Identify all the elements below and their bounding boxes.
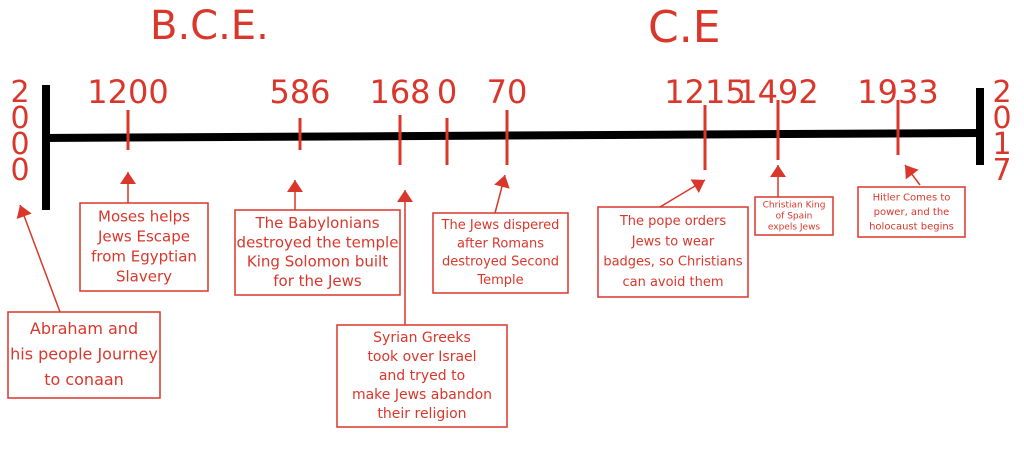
- note-line: power, and the: [874, 207, 950, 218]
- note-line: destroyed Second: [442, 255, 559, 270]
- note-line: took over Israel: [367, 349, 476, 365]
- year-label: 586: [269, 73, 330, 111]
- note-box: [857, 186, 966, 238]
- arrow-head: [16, 205, 32, 220]
- note-line: from Egyptian: [91, 248, 197, 266]
- note-line: The Jews dispered: [441, 218, 560, 233]
- note-line: Slavery: [116, 268, 172, 286]
- note-line: their religion: [377, 406, 466, 422]
- year-label: 1215: [664, 73, 745, 111]
- bce-heading: B.C.E.: [150, 3, 269, 49]
- start-year: 2000: [10, 75, 30, 188]
- note-line: Moses helps: [98, 208, 190, 226]
- note-box: [79, 202, 209, 292]
- note-line: Hitler Comes to: [873, 192, 951, 203]
- note-box: [432, 212, 569, 294]
- note-line: of Spain: [776, 212, 813, 222]
- note-line: for the Jews: [273, 272, 362, 290]
- note-box: [336, 324, 508, 428]
- arrow-head: [287, 180, 303, 192]
- ce-heading: C.E: [648, 2, 721, 53]
- arrow-head: [494, 175, 510, 189]
- year-label: 1492: [737, 73, 818, 111]
- note-line: and tryed to: [379, 368, 465, 384]
- note-box: [7, 311, 161, 399]
- note-line: Jews to wear: [631, 234, 715, 249]
- note-line: Jews Escape: [97, 228, 190, 246]
- note-line: to conaan: [44, 370, 124, 389]
- note-line: badges, so Christians: [603, 255, 743, 270]
- arrow-head: [905, 165, 919, 180]
- arrow-head: [690, 179, 705, 194]
- note-line: The Babylonians: [254, 214, 379, 232]
- note-line: The pope orders: [619, 214, 727, 229]
- note-box: [234, 209, 401, 296]
- note-box: [754, 196, 834, 236]
- note-line: King Solomon built: [247, 253, 388, 271]
- note-line: his people Journey: [10, 345, 158, 364]
- note-line: holocaust begins: [869, 222, 954, 233]
- note-line: can avoid them: [622, 275, 723, 290]
- year-label: 168: [369, 73, 430, 111]
- note-line: Abraham and: [30, 319, 138, 338]
- note-line: Christian King: [763, 200, 826, 210]
- note-line: Syrian Greeks: [373, 330, 471, 346]
- year-label: 1933: [857, 73, 938, 111]
- note-line: expels Jews: [768, 223, 821, 233]
- end-year: 2017: [992, 75, 1012, 188]
- note-arrow: [19, 204, 61, 313]
- arrow-head: [770, 165, 786, 177]
- arrow-head: [120, 172, 136, 184]
- year-label: 70: [487, 73, 528, 111]
- note-line: destroyed the temple: [237, 233, 399, 251]
- arrow-head: [397, 190, 413, 202]
- year-label: 1200: [87, 73, 168, 111]
- main-line: [41, 129, 981, 142]
- note-line: make Jews abandon: [352, 387, 492, 403]
- note-line: Temple: [476, 273, 523, 288]
- year-label: 0: [437, 73, 457, 111]
- note-line: after Romans: [457, 236, 544, 251]
- note-box: [597, 206, 749, 298]
